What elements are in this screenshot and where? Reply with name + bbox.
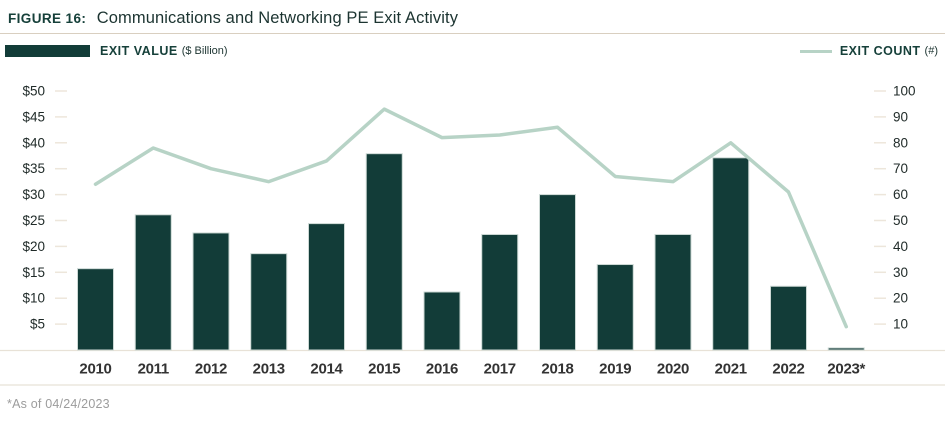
- bar-2020: [654, 233, 692, 351]
- x-axis-label-2017: 2017: [484, 361, 516, 378]
- bar-2011: [134, 214, 172, 351]
- combo-chart-svg: $5 10 $10 20 $15 30 $20 40 $25 50 $30 60 $35 70 $40 80 $…: [0, 84, 945, 386]
- bar-2022: [770, 285, 807, 351]
- chart-header: FIGURE 16: Communications and Networking…: [8, 9, 458, 28]
- x-axis-label-2012: 2012: [195, 361, 227, 378]
- x-axis-label-2010: 2010: [79, 361, 111, 378]
- bar-2018: [539, 194, 576, 351]
- x-axis-label-2018: 2018: [541, 361, 573, 378]
- bar-2013: [250, 253, 288, 351]
- x-axis-label-2022: 2022: [772, 361, 804, 378]
- x-axis-label-2019: 2019: [599, 361, 631, 378]
- left-axis-tick-label: $40: [22, 135, 45, 150]
- right-axis-tick-label: 10: [893, 317, 908, 332]
- exit-value-legend-unit: ($ Billion): [181, 45, 228, 57]
- right-axis-tick-label: 50: [893, 213, 908, 228]
- combo-chart: $5 10 $10 20 $15 30 $20 40 $25 50 $30 60 $35 70 $40 80 $…: [0, 75, 945, 390]
- exit-value-legend-label: EXIT VALUE: [100, 44, 178, 58]
- right-axis-tick-label: 30: [893, 265, 908, 280]
- right-axis-tick-label: 20: [893, 291, 908, 306]
- left-axis-tick-label: $20: [22, 239, 45, 254]
- x-axis-label-2023: 2023*: [827, 361, 865, 378]
- page-title: Communications and Networking PE Exit Ac…: [96, 9, 459, 27]
- bar-2017: [481, 233, 519, 351]
- exit-count-line: [93, 107, 848, 329]
- bar-2012: [192, 232, 230, 351]
- legend-exit-count: EXIT COUNT (#): [799, 44, 938, 58]
- right-axis-tick-label: 70: [893, 161, 908, 176]
- bar-2021: [712, 157, 750, 351]
- left-axis-tick-label: $5: [30, 317, 45, 332]
- left-axis-tick-label: $35: [22, 161, 45, 176]
- left-axis-tick-label: $45: [22, 109, 45, 124]
- exit-count-line-swatch-icon: [799, 49, 832, 53]
- right-axis-tick-label: 80: [893, 135, 908, 150]
- left-axis-tick-label: $30: [22, 187, 45, 202]
- left-axis-tick-label: $25: [22, 213, 45, 228]
- exit-value-swatch-icon: [5, 45, 90, 57]
- right-axis-tick-label: 100: [893, 84, 916, 99]
- x-axis-label-2021: 2021: [715, 361, 747, 378]
- left-axis-tick-label: $15: [22, 265, 45, 280]
- bar-2023: [827, 347, 865, 351]
- bar-2015: [365, 153, 403, 351]
- title-divider: [0, 33, 945, 34]
- x-axis-label-2015: 2015: [368, 361, 400, 378]
- right-axis-tick-label: 40: [893, 239, 908, 254]
- x-axis-label-2013: 2013: [253, 361, 285, 378]
- right-axis-tick-label: 60: [893, 187, 908, 202]
- bar-2014: [308, 223, 345, 351]
- bar-2010: [77, 268, 114, 351]
- exit-count-legend-unit: (#): [924, 45, 938, 57]
- bar-2019: [596, 264, 634, 351]
- legend-exit-value: EXIT VALUE ($ Billion): [5, 44, 228, 58]
- footnote: *As of 04/24/2023: [7, 397, 110, 411]
- x-axis-label-2014: 2014: [310, 361, 343, 378]
- bar-2016: [423, 291, 461, 351]
- left-axis-tick-label: $50: [22, 84, 45, 99]
- left-axis-tick-label: $10: [22, 291, 45, 306]
- exit-count-legend-label: EXIT COUNT: [839, 44, 921, 58]
- x-axis-label-2016: 2016: [426, 361, 458, 378]
- figure-number-label: FIGURE 16:: [8, 11, 87, 26]
- right-axis-tick-label: 90: [893, 109, 908, 124]
- x-axis-label-2020: 2020: [657, 361, 689, 378]
- x-axis-label-2011: 2011: [138, 361, 169, 378]
